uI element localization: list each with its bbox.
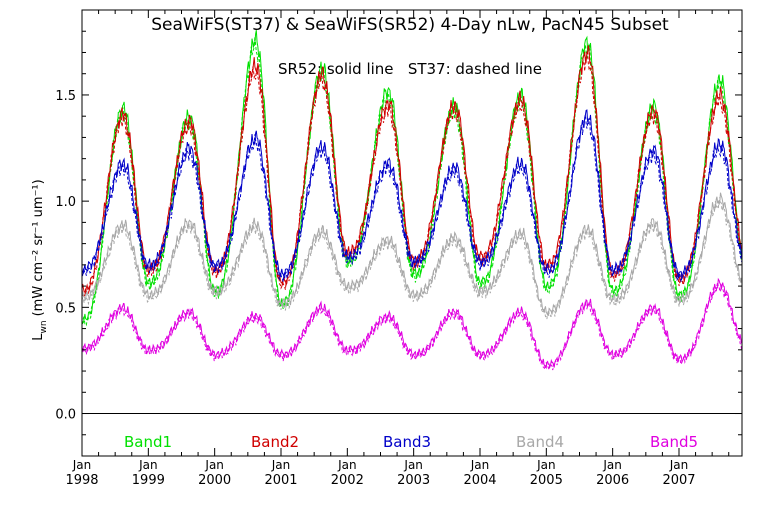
band2-sr52-line xyxy=(81,45,743,294)
y-tick-label: 1.5 xyxy=(55,89,76,104)
x-tick-label: 2007 xyxy=(662,473,695,488)
legend-band1: Band1 xyxy=(124,433,172,451)
legend-band2: Band2 xyxy=(251,433,299,451)
x-tick-month-label: Jan xyxy=(138,458,158,472)
x-tick-label: 2004 xyxy=(463,473,496,488)
band4-sr52-line xyxy=(81,192,743,317)
x-tick-month-label: Jan xyxy=(337,458,357,472)
legend-band3: Band3 xyxy=(383,433,431,451)
band1-st37-line xyxy=(81,36,743,327)
y-axis-label-sub: wn xyxy=(39,320,49,333)
x-tick-month-label: Jan xyxy=(72,458,92,472)
x-tick-month-label: Jan xyxy=(204,458,224,472)
y-tick-label: 1.0 xyxy=(55,195,76,210)
y-tick-label: 0.5 xyxy=(55,301,76,316)
svg-text:Lwn(mW cm⁻² sr⁻¹ um⁻¹): Lwn (mW cm⁻² sr⁻¹ um⁻¹) xyxy=(31,179,49,340)
plot-frame xyxy=(81,9,743,457)
y-axis-label: Lwn (mW cm⁻² sr⁻¹ um⁻¹) xyxy=(31,179,49,340)
band5-st37-line xyxy=(81,282,743,372)
x-tick-month-label: Jan xyxy=(403,458,423,472)
x-tick-month-label: Jan xyxy=(669,458,689,472)
x-tick-label: 2002 xyxy=(331,473,364,488)
line-style-annotation: SR52: solid line ST37: dashed line xyxy=(278,60,542,78)
x-tick-label: 2005 xyxy=(530,473,563,488)
x-tick-label: 2001 xyxy=(264,473,297,488)
x-tick-label: 1999 xyxy=(132,473,165,488)
x-tick-month-label: Jan xyxy=(536,458,556,472)
y-axis-label-units: (mW cm⁻² sr⁻¹ um⁻¹) xyxy=(31,179,46,316)
x-tick-month-label: Jan xyxy=(470,458,490,472)
legend: Band1 Band2 Band3 Band4 Band5 xyxy=(124,433,698,451)
legend-band5: Band5 xyxy=(650,433,698,451)
x-tick-label: 2000 xyxy=(198,473,231,488)
band4-st37-line xyxy=(81,197,743,320)
axes: 0.00.51.01.5Jan1998Jan1999Jan2000Jan2001… xyxy=(55,9,743,488)
chart-title: SeaWiFS(ST37) & SeaWiFS(SR52) 4-Day nLw,… xyxy=(151,15,669,35)
band3-st37-line xyxy=(81,114,743,283)
y-tick-label: 0.0 xyxy=(55,408,76,423)
x-tick-label: 2003 xyxy=(397,473,430,488)
plot-lines xyxy=(81,30,743,372)
x-tick-label: 1998 xyxy=(65,473,98,488)
x-tick-month-label: Jan xyxy=(271,458,291,472)
x-tick-month-label: Jan xyxy=(602,458,622,472)
y-axis-label-main: L xyxy=(31,333,46,341)
x-tick-label: 2006 xyxy=(596,473,629,488)
legend-band4: Band4 xyxy=(516,433,564,451)
